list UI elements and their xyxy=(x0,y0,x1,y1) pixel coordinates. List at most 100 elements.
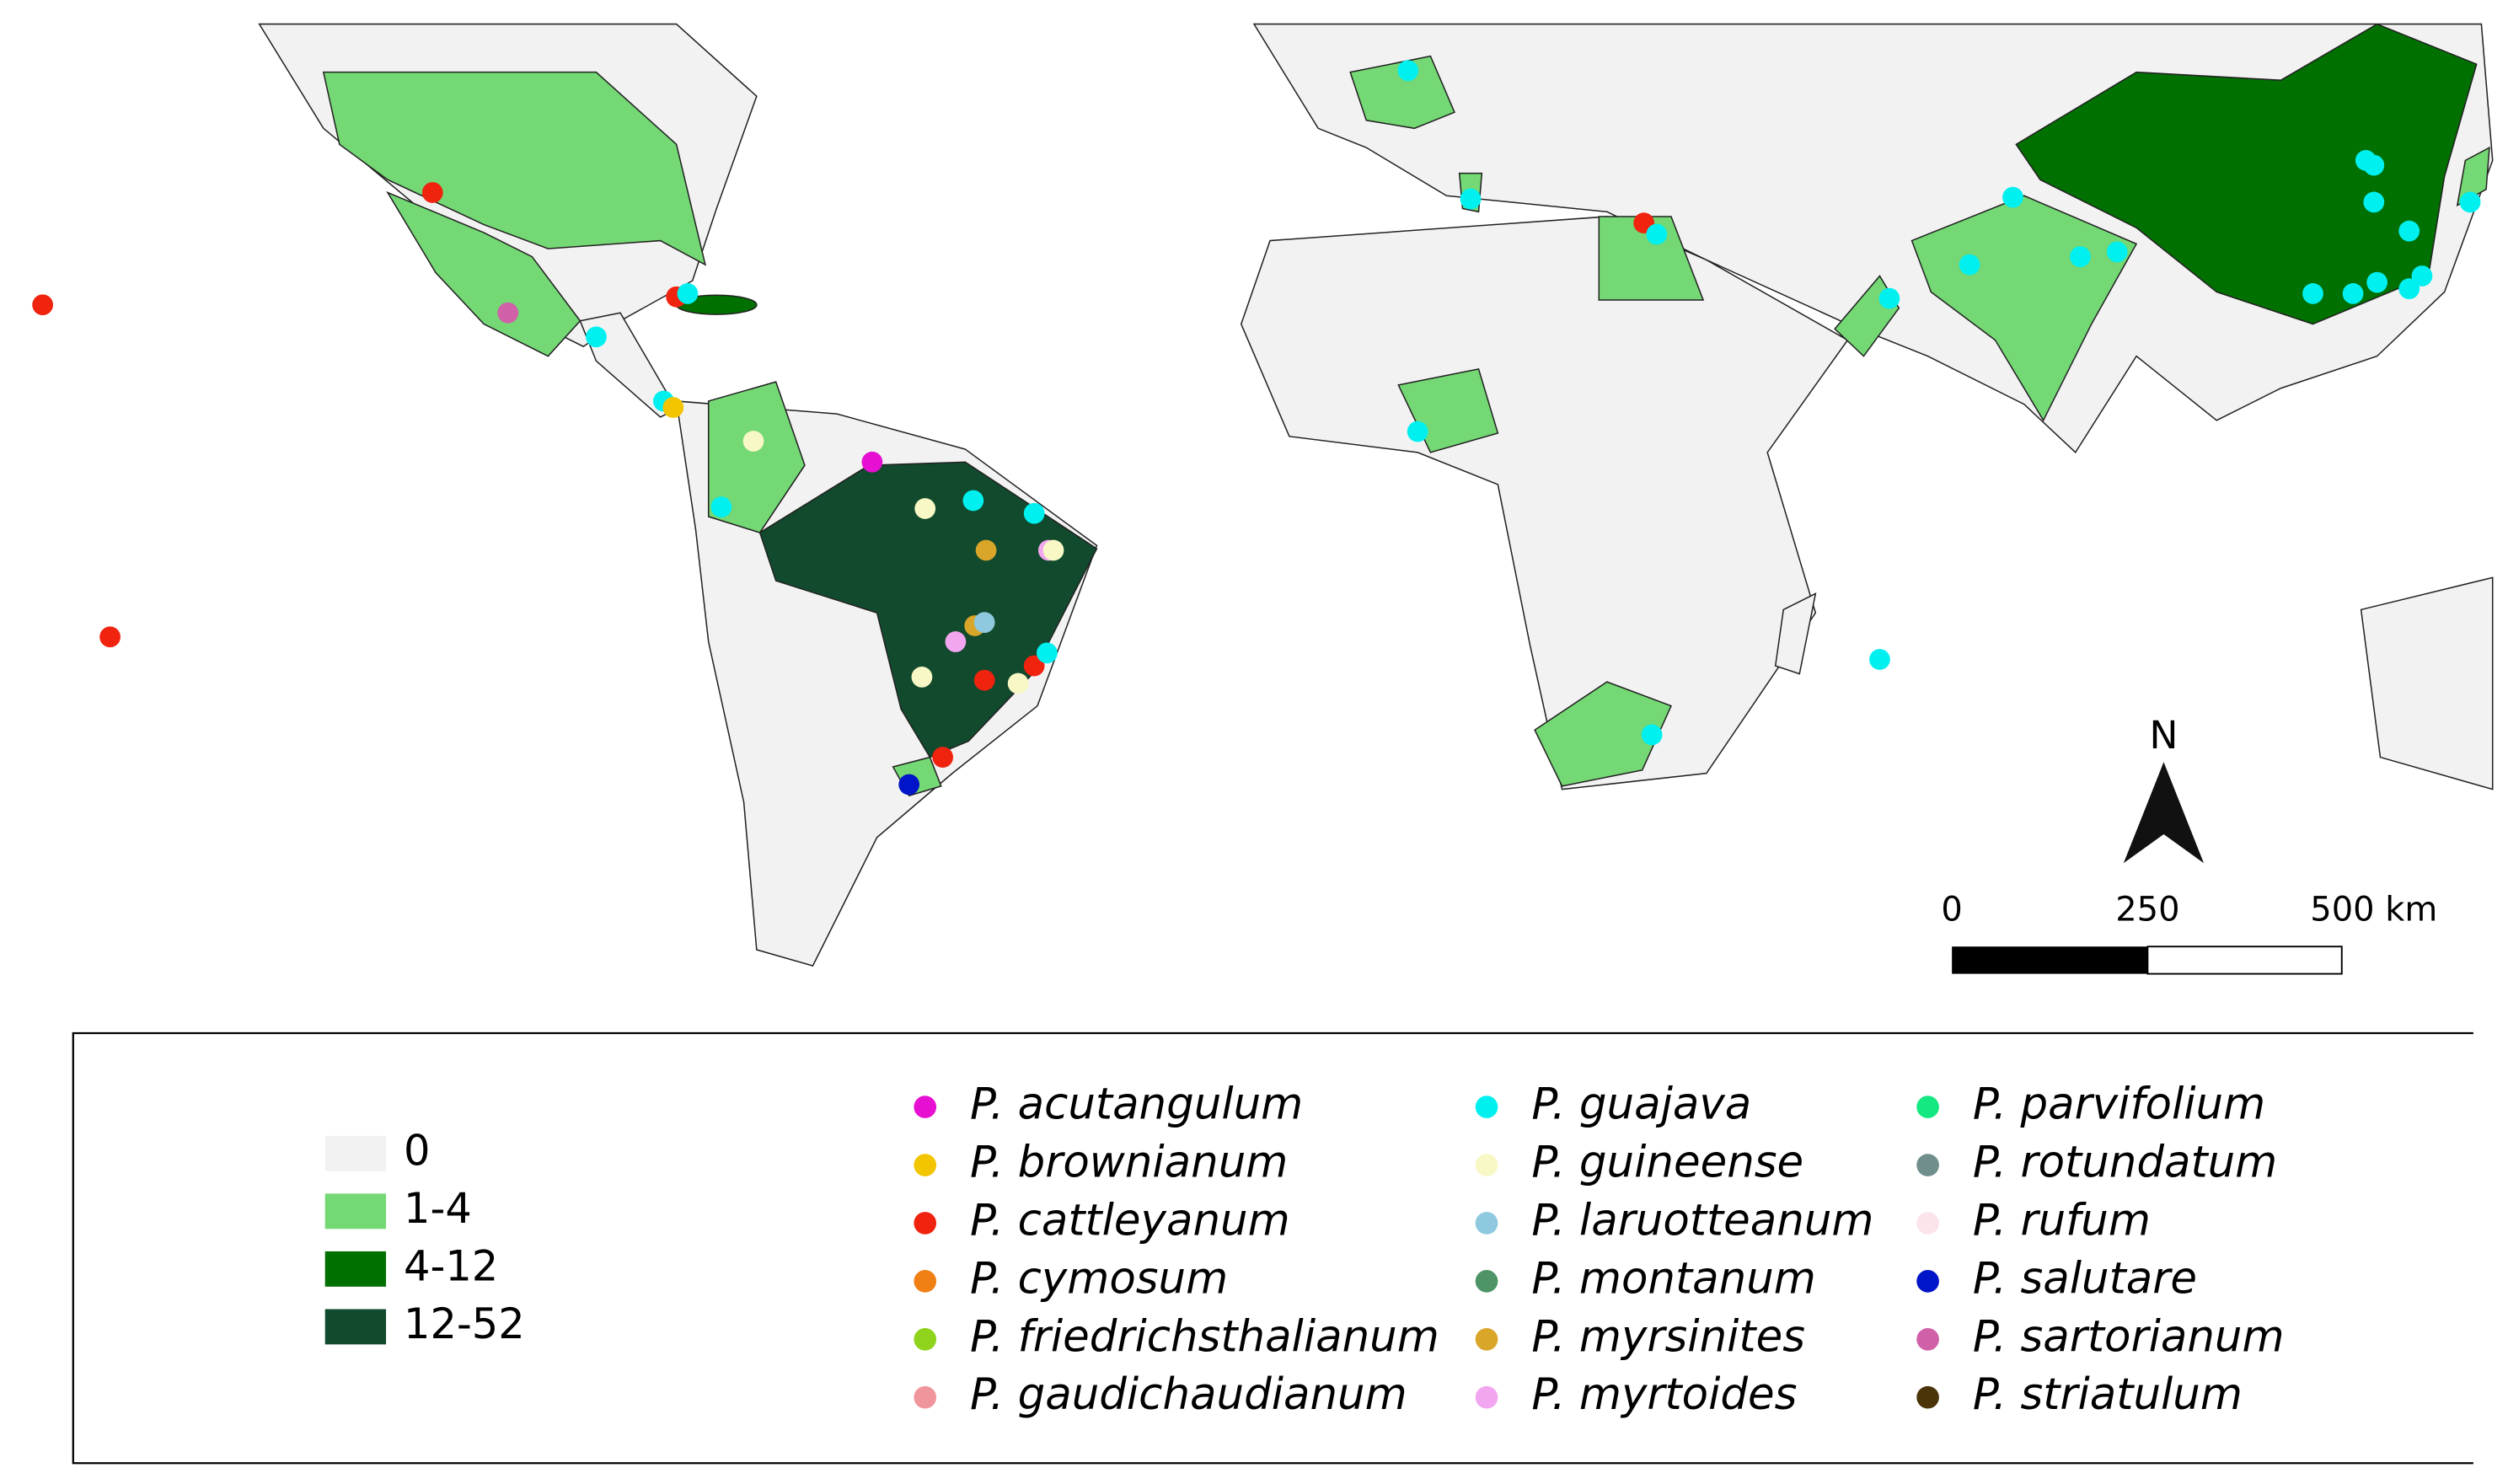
occurrence-point xyxy=(2398,220,2420,242)
species-label: P. friedrichsthalianum xyxy=(970,1311,1439,1362)
species-swatch xyxy=(1916,1096,1939,1118)
species-label: P. striatulum xyxy=(1973,1369,2243,1420)
species-swatch xyxy=(1475,1154,1498,1176)
class-swatch xyxy=(324,1251,387,1287)
species-swatch xyxy=(1475,1212,1498,1235)
species-label: P. montanum xyxy=(1531,1253,1816,1304)
occurrence-point xyxy=(962,490,984,512)
legend: 0 1-4 4-12 12-52 P. acutangulum P. brownianum… xyxy=(324,1080,2285,1420)
scale-label: 0 xyxy=(1941,890,1962,929)
occurrence-point xyxy=(497,302,519,324)
occurrence-point xyxy=(32,294,54,316)
species-label: P. parvifolium xyxy=(1973,1080,2265,1130)
occurrence-point xyxy=(1007,672,1029,694)
species-label: P. cymosum xyxy=(970,1253,1228,1304)
occurrence-point xyxy=(1646,223,1668,245)
occurrence-point xyxy=(2342,283,2364,304)
occurrence-point xyxy=(1407,421,1428,442)
species-label: P. guajava xyxy=(1531,1080,1751,1130)
species-swatch xyxy=(1916,1327,1939,1351)
occurrence-point xyxy=(973,669,995,691)
species-swatch xyxy=(914,1212,937,1235)
north-arrow: N xyxy=(2123,713,2205,864)
scale-label: 250 xyxy=(2115,890,2179,929)
species-label: P. rotundatum xyxy=(1973,1138,2277,1188)
species-swatch xyxy=(914,1154,937,1176)
usa xyxy=(322,71,707,266)
occurrence-point xyxy=(1641,724,1663,746)
occurrence-point xyxy=(662,397,684,418)
occurrence-point xyxy=(1878,287,1900,309)
occurrence-point xyxy=(2106,241,2128,263)
class-label: 1-4 xyxy=(404,1184,472,1233)
species-label: P. myrsinites xyxy=(1531,1311,1805,1362)
occurrence-point xyxy=(898,774,920,796)
occurrence-point xyxy=(2366,271,2388,293)
occurrence-point xyxy=(1397,60,1419,82)
occurrence-point xyxy=(2398,278,2420,300)
species-label: P. guineense xyxy=(1531,1138,1803,1188)
occurrence-point xyxy=(1023,655,1045,677)
species-swatch xyxy=(914,1270,937,1293)
scale-bar: 0 250 500 km xyxy=(1941,890,2437,975)
species-swatch xyxy=(914,1327,937,1351)
species-swatch xyxy=(1475,1327,1498,1351)
species-swatch xyxy=(1916,1385,1939,1409)
occurrence-points xyxy=(32,60,2481,796)
class-swatch xyxy=(324,1309,387,1345)
occurrence-point xyxy=(975,539,997,561)
occurrence-point xyxy=(911,667,933,688)
species-swatch xyxy=(914,1385,937,1409)
occurrence-point xyxy=(1460,188,1482,210)
occurrence-point xyxy=(945,631,967,652)
occurrence-point xyxy=(1042,539,1064,561)
occurrence-point xyxy=(2363,191,2385,213)
species-swatch xyxy=(1916,1212,1939,1235)
japan xyxy=(2456,146,2490,207)
species-swatch xyxy=(914,1096,937,1118)
africa xyxy=(1240,216,1849,790)
occurrence-point xyxy=(421,182,443,203)
species-label: P. salutare xyxy=(1973,1253,2197,1304)
species-swatch xyxy=(1916,1154,1939,1176)
occurrence-point xyxy=(742,431,764,452)
species-label: P. laruotteanum xyxy=(1531,1195,1873,1246)
species-swatch xyxy=(1475,1270,1498,1293)
occurrence-point xyxy=(932,747,954,768)
species-label: P. gaudichaudianum xyxy=(970,1369,1407,1420)
occurrence-point xyxy=(2363,154,2385,176)
scale-bar-white xyxy=(2146,946,2343,975)
species-label: P. myrtoides xyxy=(1531,1369,1797,1420)
occurrence-point xyxy=(677,283,699,304)
occurrence-point xyxy=(2411,265,2433,287)
occurrence-point xyxy=(586,326,607,348)
occurrence-point xyxy=(99,626,121,648)
occurrence-point xyxy=(861,451,883,473)
china xyxy=(2015,23,2478,325)
madagascar xyxy=(1774,592,1817,675)
occurrence-point xyxy=(1037,642,1058,664)
occurrence-point xyxy=(1023,502,1045,524)
colombia xyxy=(707,381,806,533)
species-label: P. brownianum xyxy=(970,1138,1288,1188)
class-label: 12-52 xyxy=(404,1299,525,1348)
species-label: P. cattleyanum xyxy=(970,1195,1290,1246)
australia xyxy=(2360,576,2494,790)
species-label: P. acutangulum xyxy=(970,1080,1303,1130)
scale-bar-black xyxy=(1952,946,2148,974)
occurrence-point xyxy=(710,496,732,517)
scale-label: 500 km xyxy=(2310,890,2437,929)
occurrence-point xyxy=(973,612,995,634)
species-swatch xyxy=(1916,1270,1939,1293)
occurrence-point xyxy=(1959,254,1980,276)
class-swatch xyxy=(324,1135,387,1171)
north-label: N xyxy=(2149,713,2178,758)
class-swatch xyxy=(324,1193,387,1230)
occurrence-point xyxy=(1869,649,1890,670)
occurrence-point xyxy=(2002,186,2023,208)
occurrence-point xyxy=(2459,191,2481,213)
species-label: P. rufum xyxy=(1973,1195,2151,1246)
legend-frame xyxy=(72,1031,2473,1465)
